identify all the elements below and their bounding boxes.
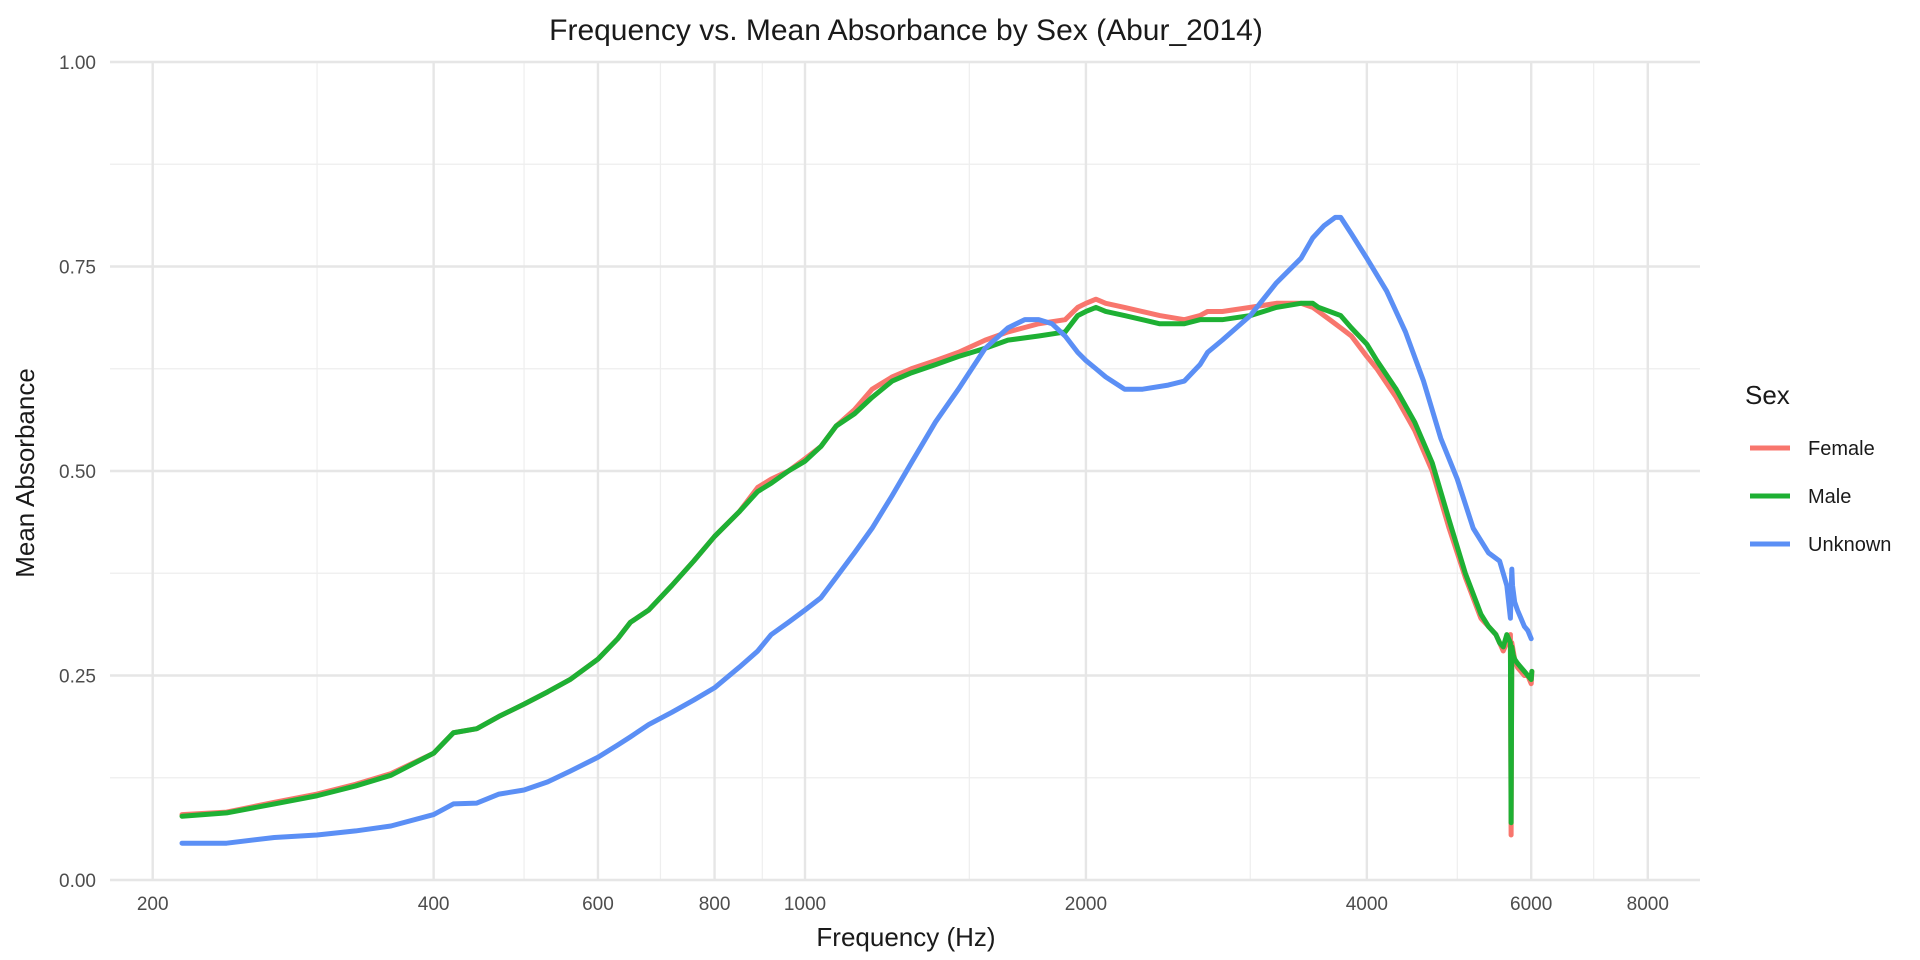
y-tick-label: 0.25 — [59, 667, 96, 688]
y-tick-label: 0.00 — [59, 871, 96, 892]
tick-labels: 200 400 600 800 1000 2000 4000 6000 8000 0.00 0.25… — [59, 53, 1669, 915]
x-tick-label: 8000 — [1627, 894, 1669, 915]
x-tick-label: 1000 — [784, 894, 826, 915]
y-tick-label: 0.75 — [59, 258, 96, 279]
x-tick-label: 2000 — [1065, 894, 1107, 915]
legend-label-female: Female — [1808, 438, 1875, 460]
chart-title: Frequency vs. Mean Absorbance by Sex (Ab… — [549, 14, 1263, 47]
x-tick-label: 200 — [137, 894, 169, 915]
series-line-unknown — [179, 214, 1534, 846]
x-tick-label: 800 — [699, 894, 731, 915]
series-line-male — [179, 300, 1535, 826]
legend-label-unknown: Unknown — [1808, 534, 1891, 556]
legend: Sex Female Male Unknown — [1745, 380, 1891, 556]
x-tick-label: 400 — [418, 894, 450, 915]
x-axis-title: Frequency (Hz) — [816, 922, 995, 952]
y-tick-label: 1.00 — [59, 53, 96, 74]
y-axis-title: Mean Absorbance — [10, 368, 40, 578]
major-gridlines — [110, 60, 1700, 882]
legend-label-male: Male — [1808, 486, 1851, 508]
x-tick-label: 600 — [582, 894, 614, 915]
y-tick-label: 0.50 — [59, 462, 96, 483]
legend-title: Sex — [1745, 380, 1790, 410]
x-tick-label: 6000 — [1510, 894, 1552, 915]
x-tick-label: 4000 — [1346, 894, 1388, 915]
series-lines — [179, 214, 1535, 846]
